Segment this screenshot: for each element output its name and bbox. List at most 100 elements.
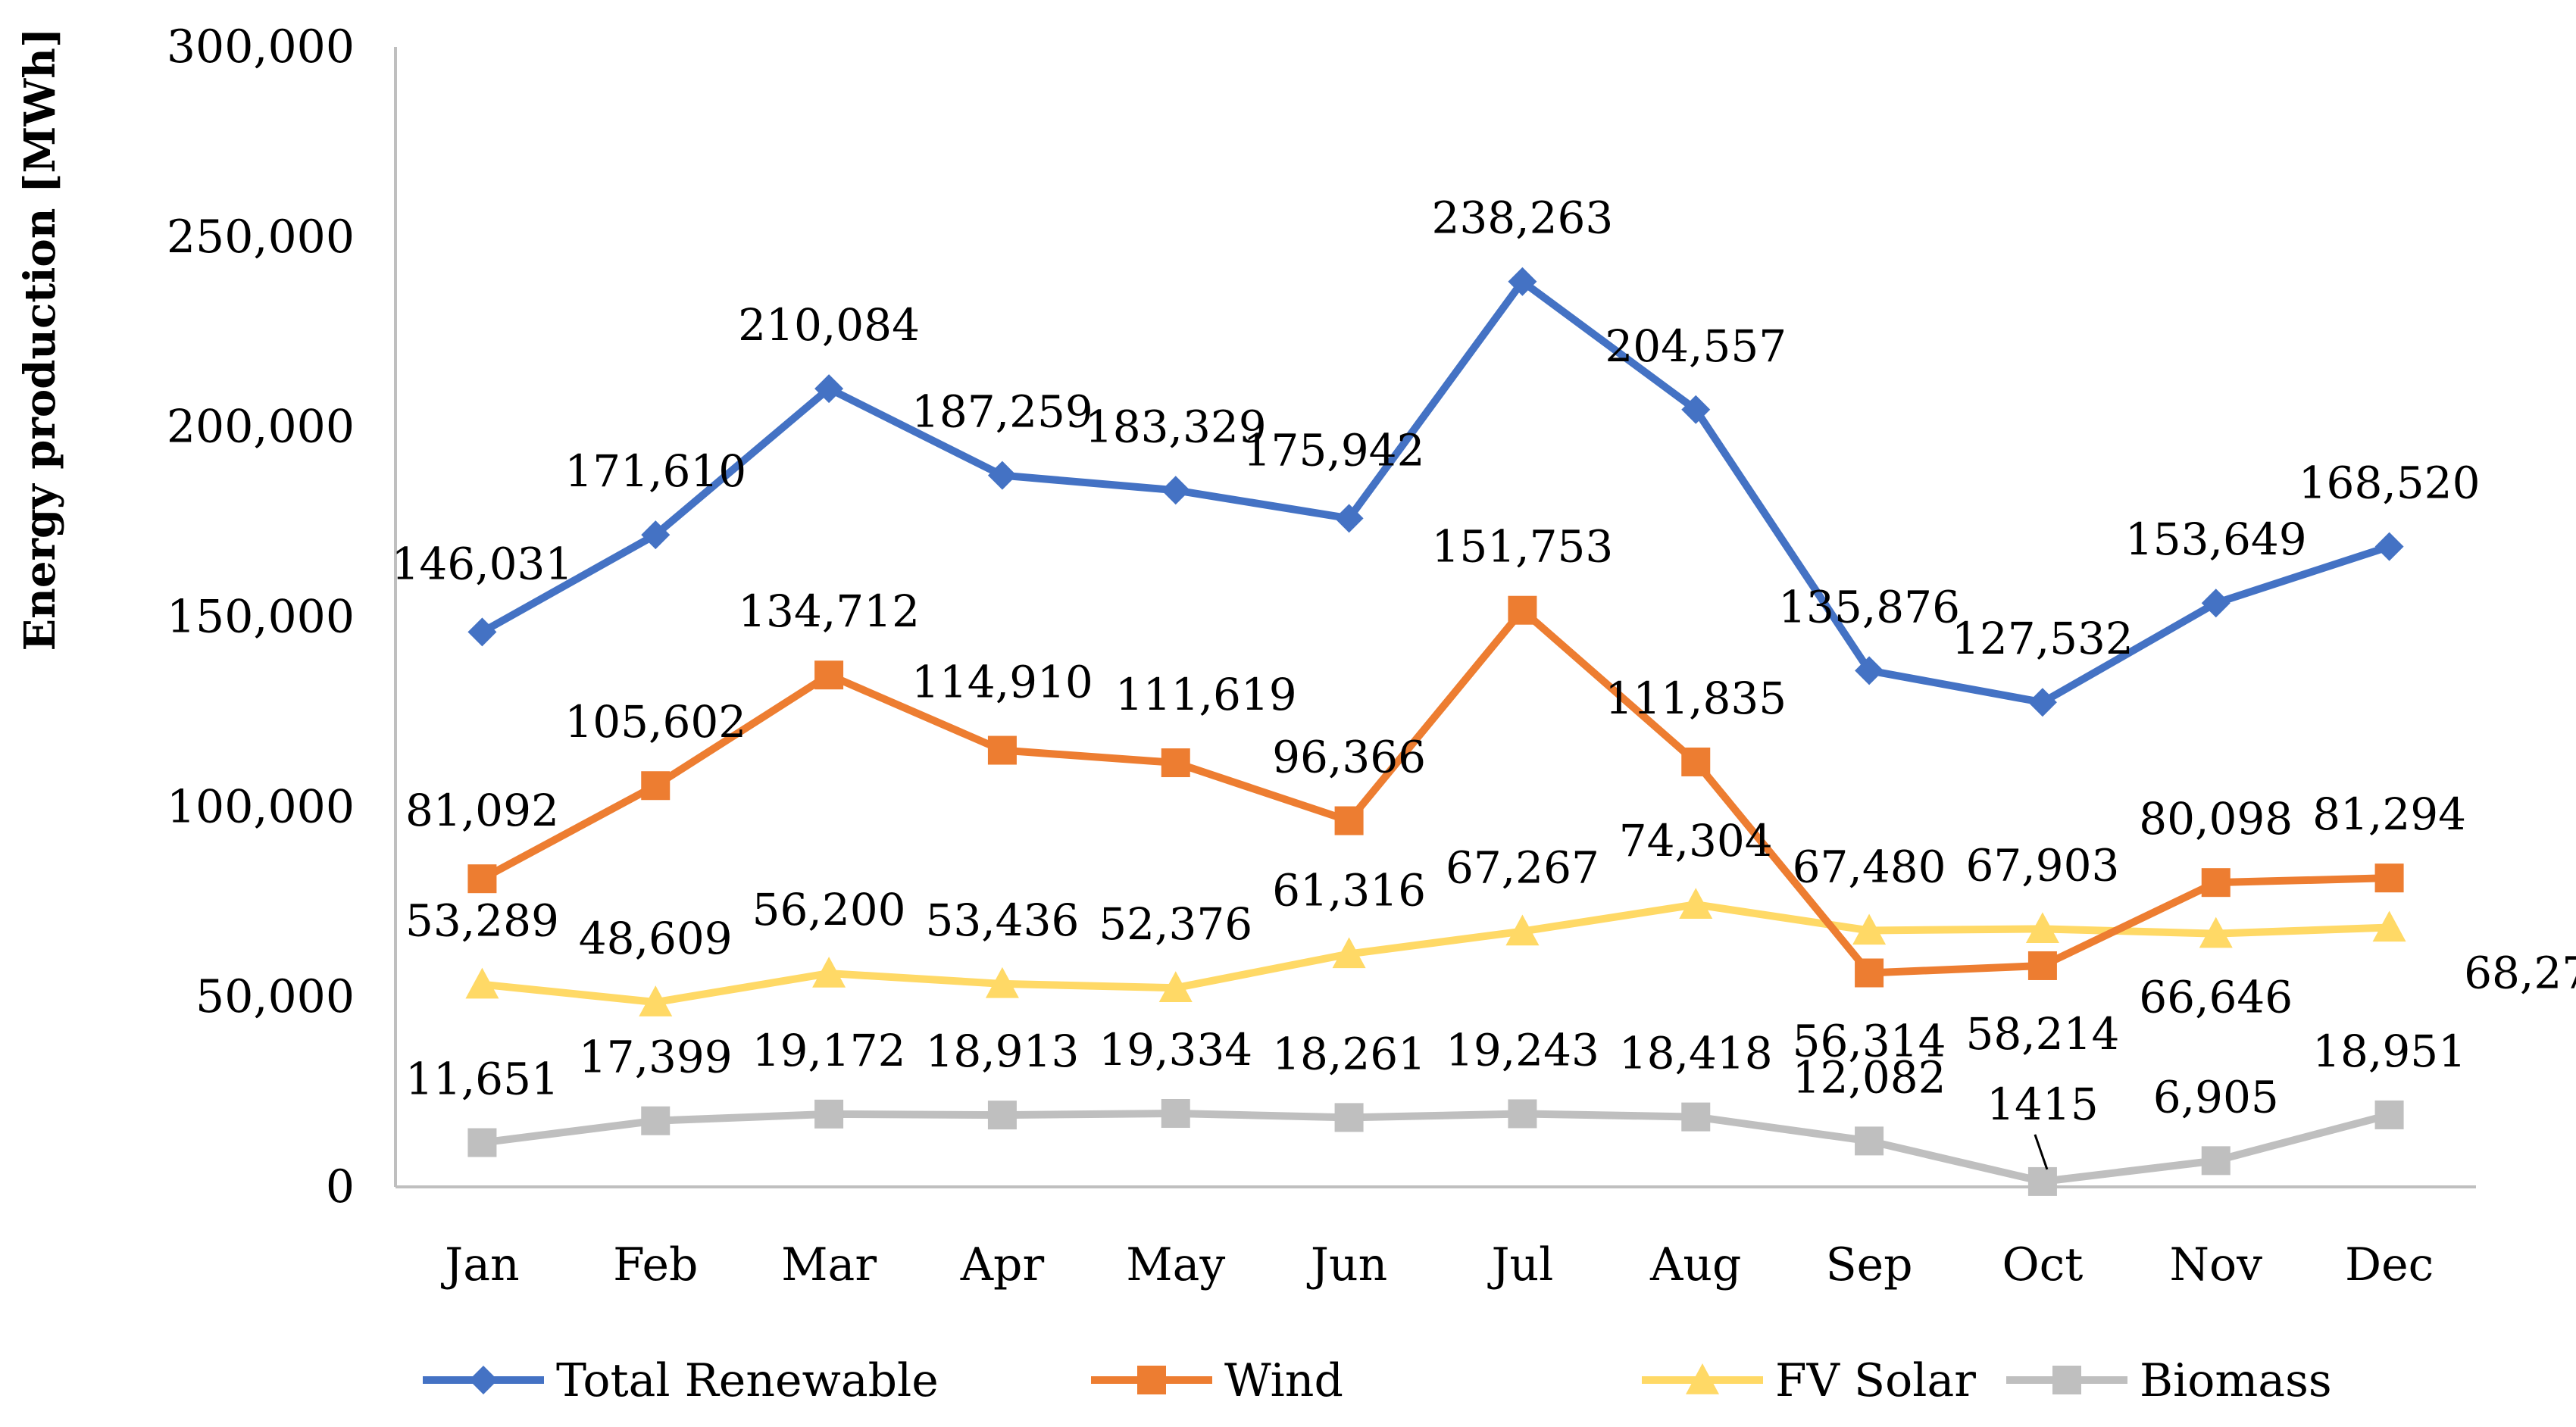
data-label: 80,098 — [2139, 793, 2293, 845]
series-wind — [467, 595, 2404, 988]
data-label: 183,329 — [1085, 401, 1267, 452]
series-line — [478, 1110, 2393, 1185]
series-line — [478, 277, 2393, 707]
data-point — [1681, 747, 1711, 776]
data-label: 1415 — [1987, 1079, 2099, 1130]
data-point — [1681, 395, 1711, 424]
data-point — [1508, 1099, 1537, 1129]
data-label: 151,753 — [1431, 521, 1613, 573]
data-point — [2199, 916, 2233, 948]
data-point — [1161, 476, 1190, 505]
data-labels: 146,031 171,610 210,084 187,259183,329175,9… — [391, 192, 2576, 1170]
data-point — [1681, 1102, 1711, 1132]
legend-item: Biomass — [2006, 1354, 2332, 1407]
data-point — [2027, 1166, 2057, 1196]
data-label: 56,200 — [752, 884, 906, 935]
x-tick-label: May — [1126, 1238, 1225, 1291]
data-point — [1334, 1103, 1364, 1132]
x-tick-label: Feb — [613, 1238, 698, 1291]
x-tick-label: Aug — [1649, 1238, 1741, 1291]
data-label: 56,314 — [1793, 1015, 1946, 1066]
data-point — [1855, 656, 1884, 685]
data-label: 18,418 — [1619, 1028, 1773, 1079]
data-label: 17,399 — [579, 1032, 733, 1083]
y-axis-title: Energy production [MWh] — [15, 28, 65, 651]
data-label: 12,082 — [1793, 1051, 1946, 1103]
legend: Total Renewable Wind FV Solar Biomass — [423, 1354, 2332, 1407]
legend-item: FV Solar — [1642, 1354, 1976, 1407]
leader-line — [2034, 1134, 2049, 1170]
data-label: 210,084 — [738, 299, 920, 351]
data-point — [814, 374, 844, 404]
data-label: 74,304 — [1619, 815, 1773, 867]
data-label: 238,263 — [1431, 192, 1613, 244]
data-label: 146,031 — [391, 538, 573, 589]
data-point — [985, 966, 1019, 998]
y-tick-label: 50,000 — [195, 970, 355, 1023]
data-point — [1158, 971, 1193, 1002]
y-tick-label: 150,000 — [167, 591, 355, 644]
data-label: 67,267 — [1446, 842, 1599, 894]
data-label: 111,619 — [1115, 669, 1297, 720]
data-label: 135,876 — [1778, 581, 1960, 632]
data-label: 204,557 — [1605, 320, 1787, 372]
data-label: 175,942 — [1243, 424, 1425, 476]
data-point — [814, 1099, 844, 1129]
data-label: 111,835 — [1605, 673, 1787, 724]
data-point — [639, 985, 673, 1016]
y-tick-label: 100,000 — [167, 780, 355, 833]
data-point — [1855, 958, 1884, 988]
y-tick-label: 200,000 — [167, 401, 355, 454]
data-point — [1508, 595, 1537, 625]
x-tick-labels: Jan Feb Mar Apr May Jun Jul Aug Sep Oct Nov Dec — [440, 1238, 2434, 1291]
data-label: 48,609 — [579, 913, 733, 964]
data-label: 19,172 — [752, 1025, 906, 1076]
data-point — [1505, 914, 1540, 946]
data-label: 187,259 — [911, 386, 1093, 438]
data-point — [2201, 1146, 2231, 1176]
data-label: 134,712 — [738, 585, 920, 637]
x-tick-label: Oct — [2002, 1238, 2083, 1291]
data-point — [2201, 868, 2231, 898]
x-tick-label: Sep — [1826, 1238, 1913, 1291]
series-line — [478, 901, 2393, 1007]
legend-item: Total Renewable — [423, 1354, 939, 1407]
data-point — [1679, 888, 1713, 919]
data-point — [987, 461, 1017, 490]
data-label: 114,910 — [911, 657, 1093, 708]
data-label: 127,532 — [1952, 613, 2134, 664]
series-layer — [465, 267, 2406, 1196]
data-label: 67,480 — [1793, 841, 1946, 892]
data-point — [467, 1128, 497, 1157]
data-point — [641, 1106, 671, 1135]
legend-label: FV Solar — [1775, 1354, 1976, 1407]
data-label: 68,275 — [2464, 947, 2576, 998]
y-tick-label: 0 — [326, 1160, 355, 1213]
data-label: 58,214 — [1965, 1008, 2119, 1060]
data-label: 53,436 — [925, 895, 1079, 946]
data-point — [812, 957, 846, 988]
legend-label: Wind — [1224, 1354, 1343, 1407]
legend-marker — [2052, 1366, 2081, 1394]
data-point — [1161, 1099, 1190, 1129]
x-tick-label: Nov — [2169, 1238, 2262, 1291]
data-point — [2025, 912, 2059, 944]
series-line — [478, 606, 2393, 977]
data-point — [2027, 688, 2057, 717]
data-point — [814, 660, 844, 690]
data-label: 81,294 — [2312, 788, 2466, 840]
x-tick-label: Apr — [960, 1238, 1045, 1291]
series-fv-solar — [465, 888, 2406, 1016]
y-tick-labels: 0 50,000 100,000 150,000 200,000 250,000 300,0… — [167, 20, 355, 1213]
data-label: 19,243 — [1446, 1024, 1599, 1076]
axes — [394, 47, 2476, 1188]
data-point — [467, 617, 497, 647]
legend-label: Total Renewable — [556, 1354, 939, 1407]
data-point — [2027, 951, 2057, 980]
data-label: 18,951 — [2312, 1026, 2466, 1077]
data-label: 18,261 — [1272, 1028, 1426, 1079]
data-point — [1332, 937, 1366, 969]
data-point — [2374, 1100, 2404, 1129]
data-label: 19,334 — [1099, 1024, 1252, 1076]
